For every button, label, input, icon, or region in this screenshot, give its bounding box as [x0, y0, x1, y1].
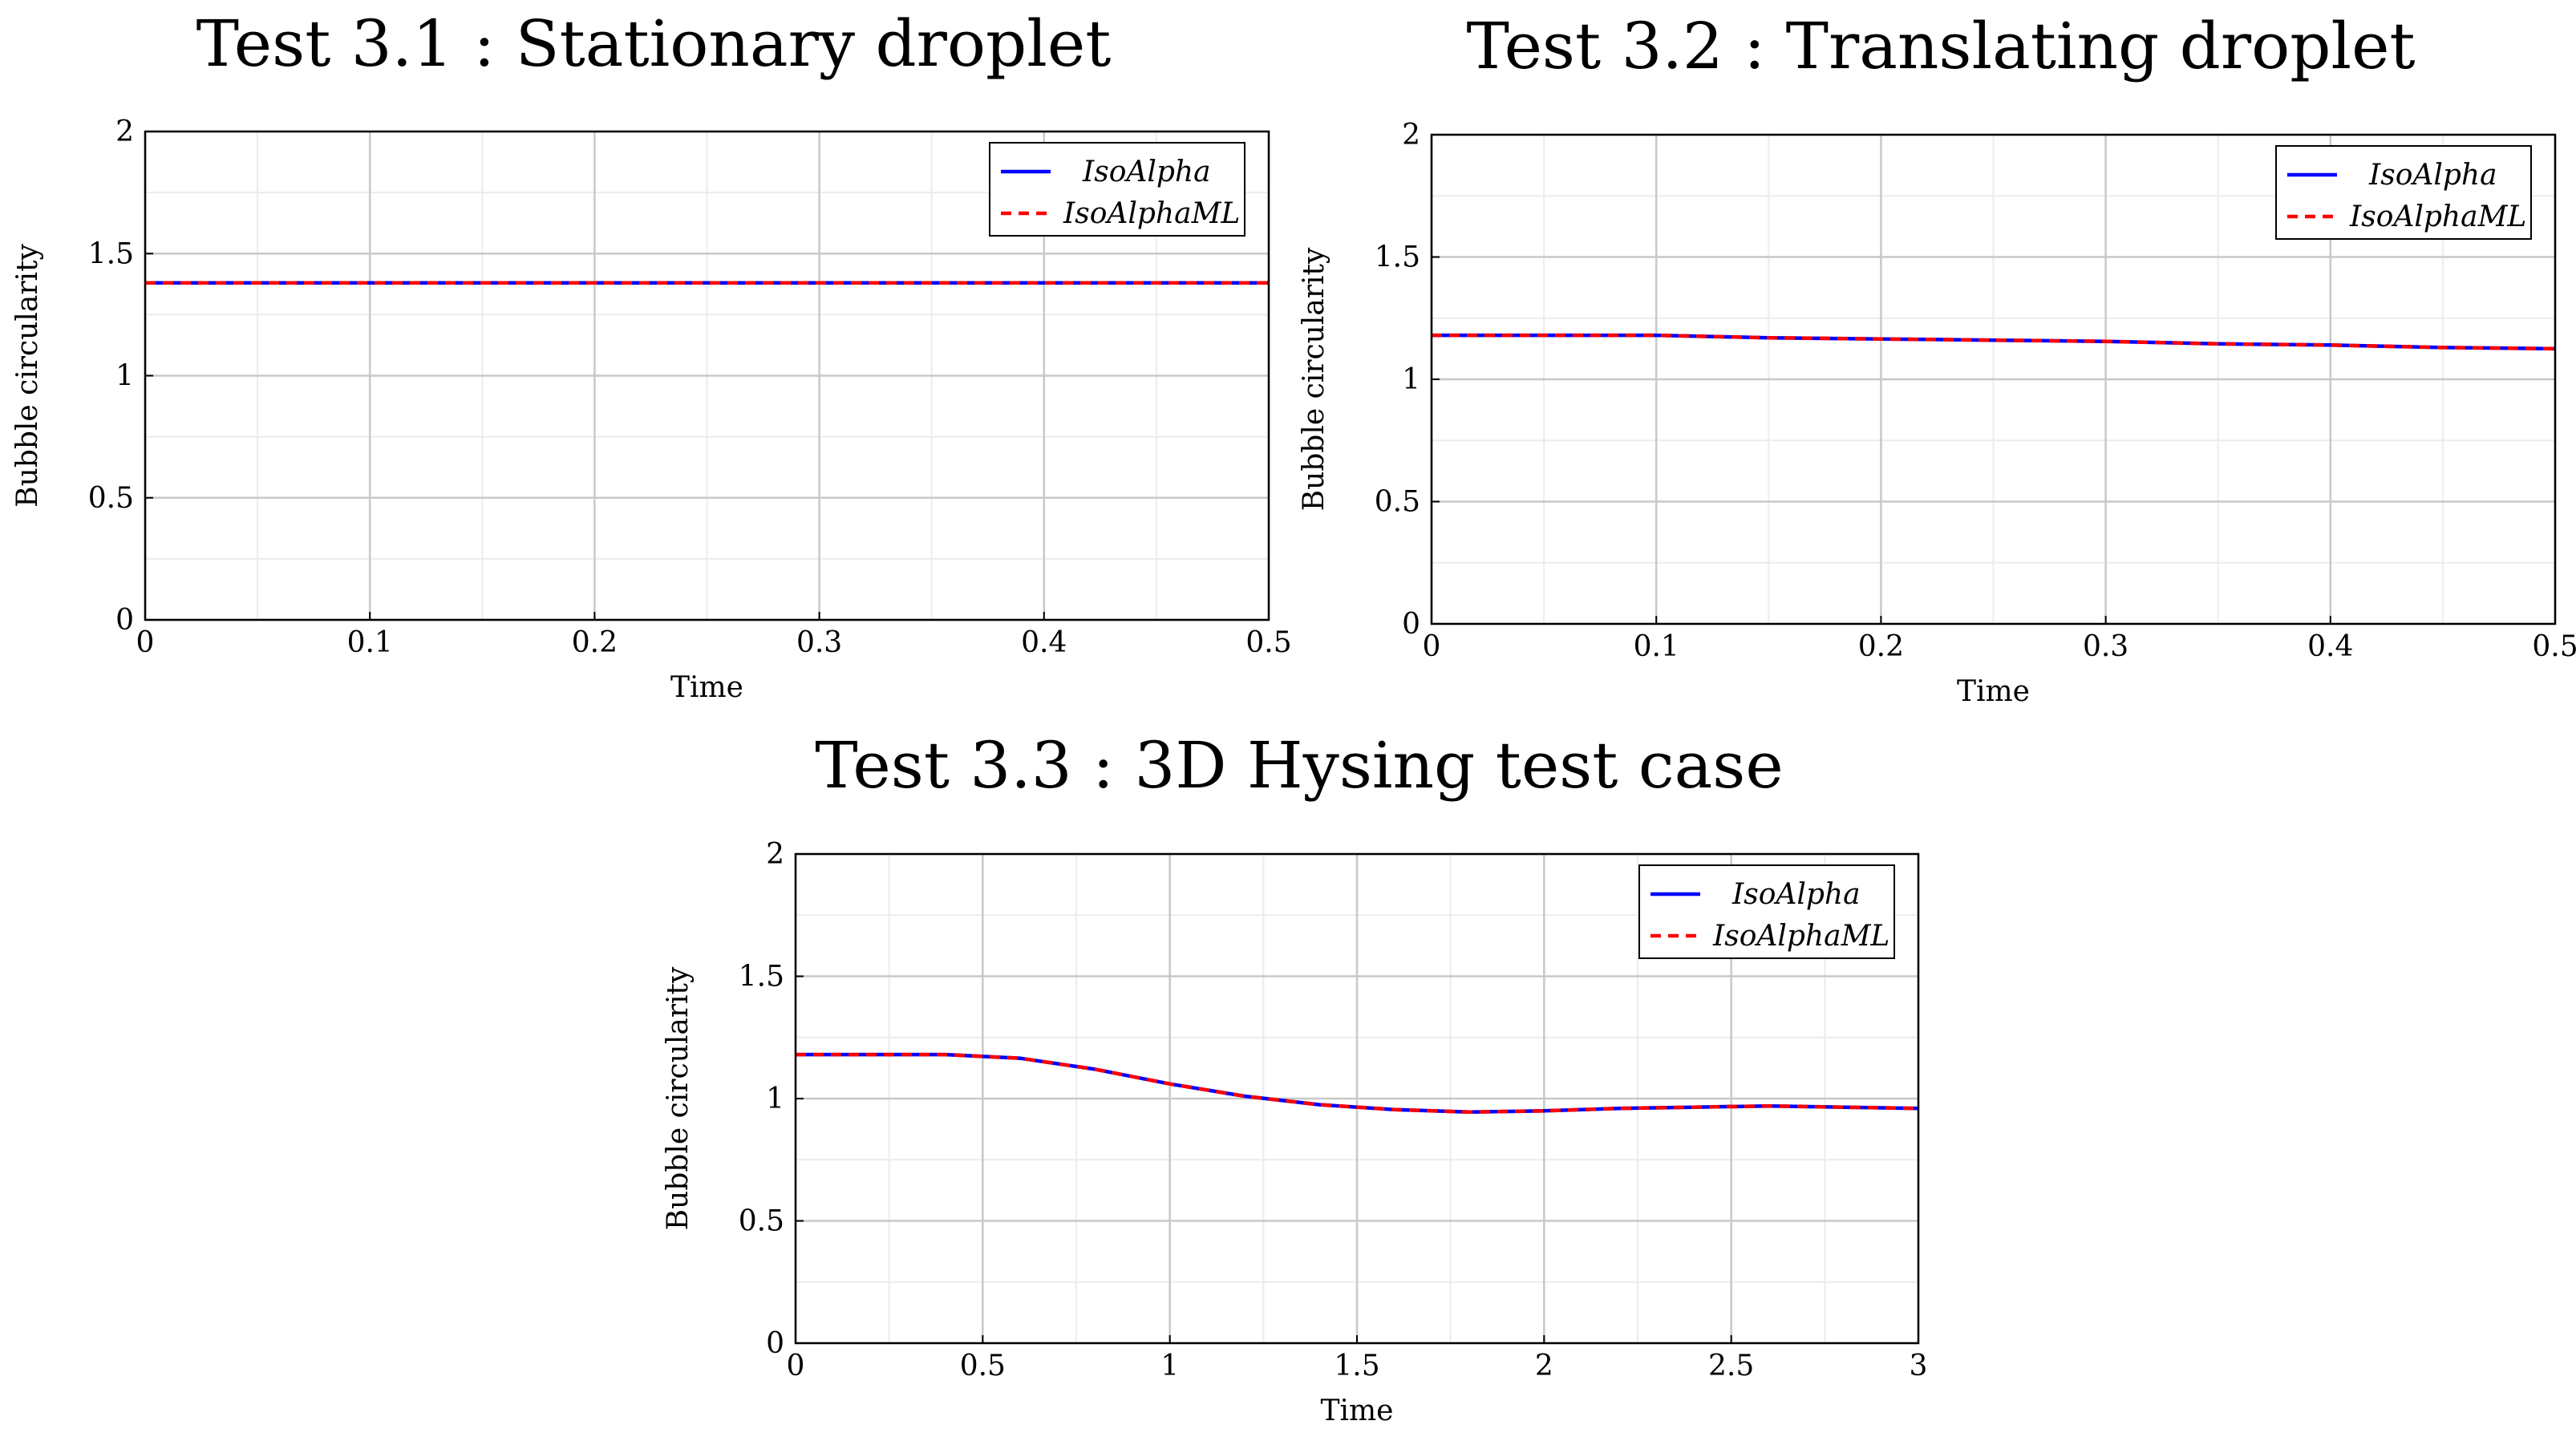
- legend-box: [989, 142, 1245, 237]
- x-tick-label: 1.5: [1334, 1350, 1379, 1382]
- x-tick-label: 2: [1535, 1350, 1553, 1382]
- legend-box: [1638, 864, 1895, 959]
- chart-title: Test 3.2 : Translating droplet: [1466, 9, 2415, 83]
- y-tick-label: 0: [766, 1327, 784, 1360]
- legend-label-isoalpha: IsoAlpha: [2368, 159, 2497, 192]
- legend-box: [2275, 145, 2532, 240]
- x-axis-label: Time: [670, 671, 743, 704]
- y-axis-label: Bubble circularity: [662, 966, 695, 1230]
- y-tick-label: 1.5: [739, 961, 784, 994]
- x-tick-label: 0.4: [1021, 626, 1067, 659]
- x-tick-label: 0.5: [2532, 630, 2576, 663]
- x-tick-label: 0.1: [1634, 630, 1679, 663]
- x-tick-label: 0.2: [1858, 630, 1904, 663]
- y-tick-label: 2: [766, 838, 784, 871]
- y-tick-label: 0: [115, 604, 134, 637]
- legend-label-isoalpha: IsoAlpha: [1082, 156, 1211, 188]
- x-tick-label: 0: [787, 1350, 805, 1382]
- y-tick-label: 1.5: [1375, 241, 1420, 274]
- legend-label-isoalphaml: IsoAlphaML: [2349, 200, 2526, 233]
- x-tick-label: 0.2: [572, 626, 618, 659]
- y-tick-label: 1: [766, 1083, 784, 1115]
- x-tick-label: 0.4: [2307, 630, 2353, 663]
- x-tick-label: 0.5: [960, 1350, 1006, 1382]
- chart-title: Test 3.1 : Stationary droplet: [196, 6, 1112, 81]
- x-tick-label: 0: [136, 626, 155, 659]
- x-tick-label: 3: [1910, 1350, 1928, 1382]
- y-tick-label: 1: [1402, 363, 1420, 396]
- legend: IsoAlpha IsoAlphaML: [2275, 145, 2532, 240]
- x-tick-label: 0: [1423, 630, 1441, 663]
- y-tick-label: 2: [1402, 119, 1420, 152]
- x-tick-label: 0.3: [2083, 630, 2128, 663]
- chart-title: Test 3.3 : 3D Hysing test case: [815, 728, 1783, 803]
- legend-label-isoalphaml: IsoAlphaML: [1712, 920, 1889, 953]
- x-axis-label: Time: [1957, 675, 2030, 708]
- legend-label-isoalpha: IsoAlpha: [1732, 878, 1861, 911]
- legend-label-isoalphaml: IsoAlphaML: [1063, 197, 1240, 230]
- series-line-isoalphaml: [796, 1052, 1919, 1115]
- y-tick-label: 0: [1402, 608, 1420, 641]
- x-tick-label: 0.5: [1245, 626, 1291, 659]
- legend: IsoAlpha IsoAlphaML: [989, 142, 1245, 237]
- y-axis-label: Bubble circularity: [11, 243, 44, 507]
- y-axis-label: Bubble circularity: [1298, 247, 1331, 511]
- x-tick-label: 0.3: [796, 626, 842, 659]
- grid: [144, 130, 1270, 621]
- x-tick-label: 0.1: [347, 626, 393, 659]
- x-tick-label: 2.5: [1708, 1350, 1754, 1382]
- chart-2: Test 3.2 : Translating droplet 0 0.1 0.2 0.3…: [1298, 9, 2576, 708]
- chart-1: Test 3.1 : Stationary droplet 0 0.1 0.2 0.3 0…: [11, 6, 1292, 704]
- y-tick-label: 0.5: [1375, 486, 1420, 519]
- legend: IsoAlpha IsoAlphaML: [1638, 864, 1895, 959]
- y-tick-label: 1: [115, 360, 134, 393]
- y-tick-label: 1.5: [88, 237, 134, 270]
- series-line-isoalphaml: [1432, 333, 2556, 351]
- y-tick-label: 2: [115, 115, 134, 148]
- x-tick-label: 1: [1160, 1350, 1179, 1382]
- y-tick-label: 0.5: [88, 482, 134, 515]
- chart-3: Test 3.3 : 3D Hysing test case 0 0.5 1 1.5 2 2…: [662, 728, 1927, 1427]
- x-axis-label: Time: [1321, 1394, 1394, 1427]
- y-tick-label: 0.5: [739, 1205, 784, 1238]
